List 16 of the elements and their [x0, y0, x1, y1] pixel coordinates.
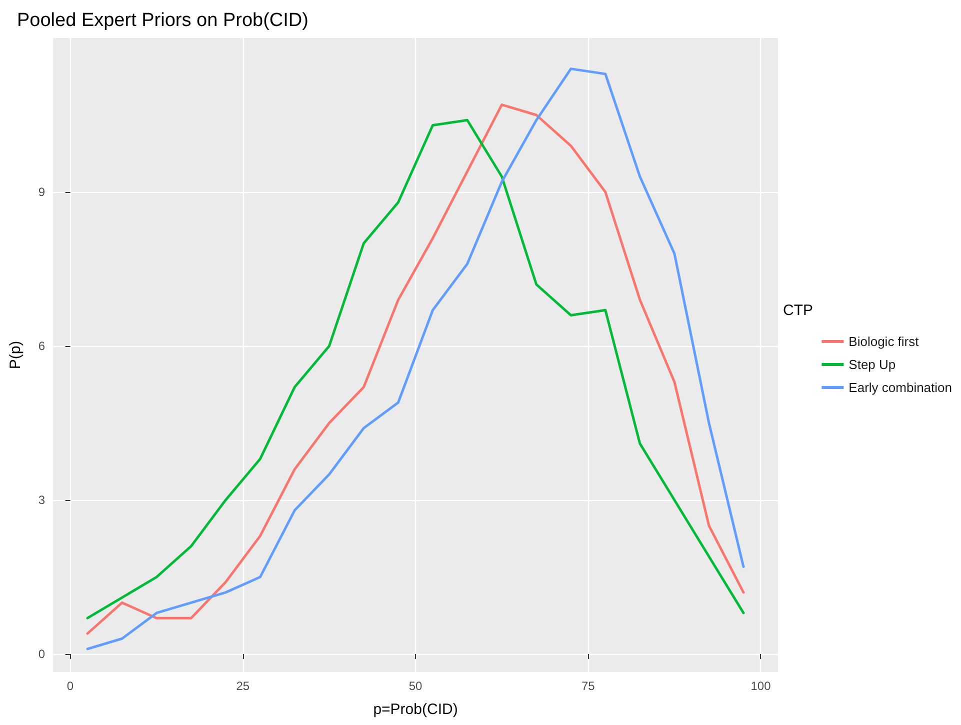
y-axis-title: P(p) — [7, 340, 24, 370]
x-tick-label: 100 — [750, 679, 772, 693]
y-tick-label: 3 — [38, 493, 46, 508]
y-tick-label: 0 — [38, 647, 46, 662]
legend-label: Step Up — [848, 357, 896, 372]
chart-title: Pooled Expert Priors on Prob(CID) — [17, 10, 308, 31]
y-tick-label: 9 — [38, 185, 46, 200]
legend-label: Biologic first — [848, 334, 920, 349]
x-tick-label: 75 — [581, 679, 596, 693]
y-tick-label: 6 — [38, 339, 46, 354]
legend-label: Early combination — [848, 380, 952, 395]
x-tick-label: 50 — [408, 679, 422, 693]
legend-title: CTP — [783, 302, 813, 319]
x-axis-title: p=Prob(CID) — [373, 701, 458, 718]
x-tick-label: 0 — [66, 679, 74, 693]
x-tick-label: 25 — [236, 679, 250, 693]
